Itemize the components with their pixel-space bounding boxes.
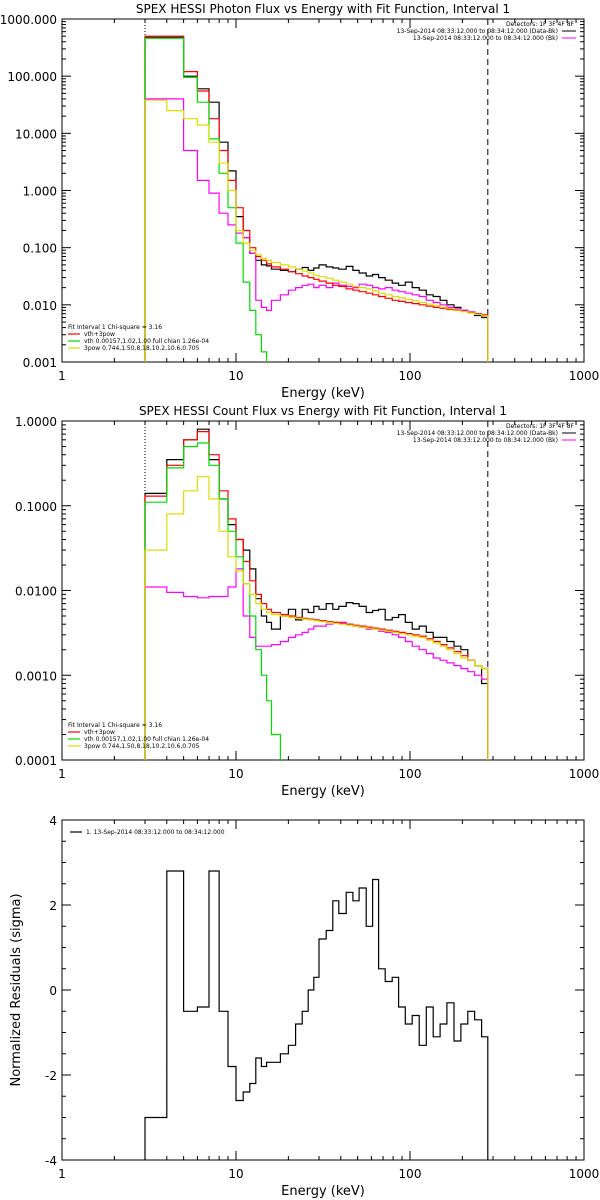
series-vth-3pow (144, 35, 489, 362)
x-tick-label: 1 (58, 1167, 66, 1181)
x-axis-label: Energy (keV) (281, 784, 365, 799)
y-tick-label: 10.000 (15, 127, 57, 141)
x-tick-label: 10 (228, 1167, 243, 1181)
chart-panel-1: SPEX HESSI Photon Flux vs Energy with Fi… (0, 2, 599, 401)
x-tick-label: 1 (58, 369, 66, 383)
plot-frame (61, 819, 585, 1161)
legend-item: vth+3pow (84, 331, 115, 338)
series-vth (144, 37, 268, 362)
y-tick-label: 100.000 (7, 70, 57, 84)
x-tick-label: 1000 (569, 767, 600, 781)
series-data-bk (144, 36, 489, 362)
legend-item: vth 0.00157,1.02,1.00 full chian 1.26e-0… (84, 338, 209, 345)
chart-panel-2: SPEX HESSI Count Flux vs Energy with Fit… (15, 404, 599, 799)
series-1-13-sep-2014-08-33-12-000-to-08-34-12-000 (144, 870, 489, 1160)
header-text: 13-Sep-2014 08:33:12.000 to 08:34:12.000… (397, 28, 558, 35)
header-text: 13-Sep-2014 08:33:12.000 to 08:34:12.000… (413, 35, 558, 42)
legend-title: Fit Interval 1 Chi-square = 3.16 (68, 324, 162, 331)
y-tick-label: 1.000 (23, 185, 57, 199)
legend-item: 3pow 0.744,1.50,8.18,10.2,10.6,0.705 (84, 743, 200, 750)
legend-item: 1. 13-Sep-2014 08:33:12.000 to 08:34:12.… (86, 829, 225, 836)
x-axis-label: Energy (keV) (281, 386, 365, 401)
x-tick-label: 100 (399, 369, 422, 383)
series-bk (144, 98, 489, 362)
x-tick-label: 100 (399, 1167, 422, 1181)
y-tick-label: 0.001 (23, 356, 57, 370)
y-axis-label: Normalized Residuals (sigma) (9, 893, 24, 1086)
y-tick-label: 1000.000 (0, 13, 57, 27)
y-tick-label: 0.100 (23, 242, 57, 256)
series-vth-3pow (144, 431, 489, 760)
y-tick-label: 1.0000 (15, 415, 57, 429)
legend-item: 3pow 0.744,1.50,8.18,10.2,10.6,0.705 (84, 345, 200, 352)
y-tick-label: 0 (49, 984, 57, 998)
y-tick-label: 4 (49, 814, 57, 828)
y-tick-label: 0.0001 (15, 754, 57, 768)
legend-title: Fit Interval 1 Chi-square = 3.16 (68, 722, 162, 729)
x-tick-label: 1000 (569, 369, 600, 383)
y-tick-label: 0.0100 (15, 585, 57, 599)
x-tick-label: 100 (399, 767, 422, 781)
chart-panel-3: 1 10 100 1000 Energy (keV) -4 -2 0 2 4 Normalized … (9, 814, 599, 1199)
header-text: 13-Sep-2014 08:33:12.000 to 08:34:12.000… (397, 430, 558, 437)
y-tick-label: 0.0010 (15, 669, 57, 683)
y-tick-label: 0.010 (23, 299, 57, 313)
x-tick-label: 1000 (569, 1167, 600, 1181)
header-text: Detectors: 1F 3F 4F 8F (506, 21, 575, 28)
y-tick-label: 2 (49, 899, 57, 913)
header-text: Detectors: 1F 3F 4F 8F (506, 423, 575, 430)
x-tick-label: 1 (58, 767, 66, 781)
chart-title: SPEX HESSI Count Flux vs Energy with Fit… (139, 404, 507, 418)
plot-frame (61, 18, 585, 363)
x-tick-label: 10 (228, 767, 243, 781)
series-vth (144, 442, 281, 760)
y-tick-label: 0.1000 (15, 500, 57, 514)
legend-item: vth 0.00157,1.02,1.00 full chian 1.26e-0… (84, 736, 209, 743)
series-data-bk (144, 428, 489, 760)
y-tick-label: -2 (45, 1069, 57, 1083)
legend-item: vth+3pow (84, 729, 115, 736)
header-text: 13-Sep-2014 08:33:12.000 to 08:34:12.000… (413, 437, 558, 444)
plot-frame (61, 420, 585, 761)
y-tick-label: -4 (45, 1154, 57, 1168)
series-3pow (144, 476, 489, 760)
series-bk (144, 568, 489, 760)
chart-title: SPEX HESSI Photon Flux vs Energy with Fi… (136, 2, 510, 16)
x-tick-label: 10 (228, 369, 243, 383)
x-axis-label: Energy (keV) (281, 1184, 365, 1199)
series-3pow (144, 99, 489, 362)
